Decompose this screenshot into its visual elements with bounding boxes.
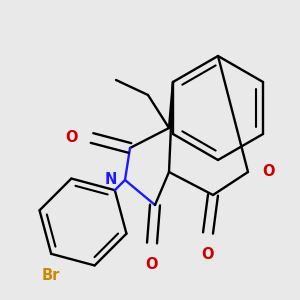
Text: O: O — [146, 257, 158, 272]
Text: O: O — [262, 164, 274, 179]
Text: Br: Br — [42, 268, 60, 283]
Text: N: N — [105, 172, 117, 188]
Text: O: O — [65, 130, 78, 146]
Text: O: O — [202, 247, 214, 262]
